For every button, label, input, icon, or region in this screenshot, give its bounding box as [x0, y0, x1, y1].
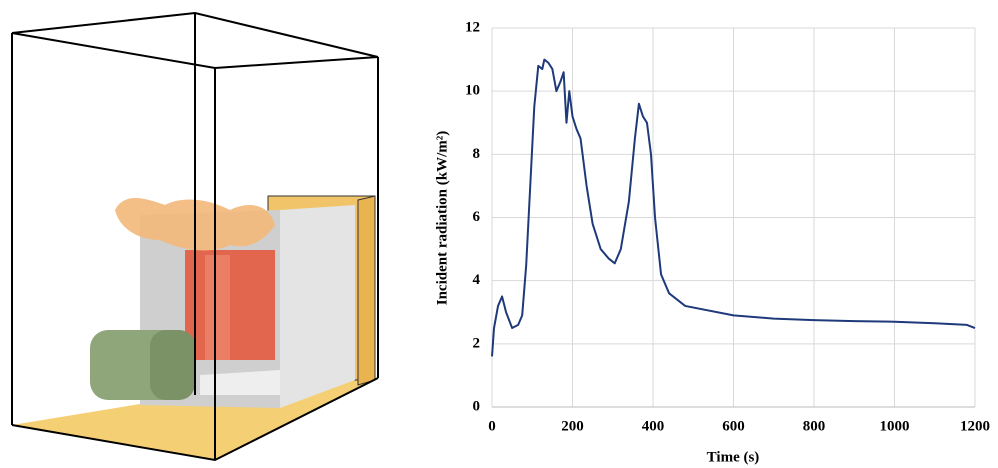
enclosure-floor	[200, 370, 280, 395]
cylinder-end	[150, 330, 195, 400]
enclosure-side	[280, 205, 355, 408]
y-tick-label: 12	[465, 19, 480, 35]
y-tick-label: 8	[473, 146, 481, 162]
x-tick-label: 600	[722, 418, 745, 434]
y-tick-label: 2	[473, 335, 481, 351]
y-tick-label: 6	[473, 209, 481, 225]
panel-side	[357, 195, 376, 386]
scene-illustration	[11, 11, 379, 462]
x-tick-label: 1000	[880, 418, 910, 434]
x-axis-label: Time (s)	[707, 449, 760, 465]
fire	[205, 255, 230, 360]
x-tick-label: 0	[488, 418, 496, 434]
x-tick-label: 1200	[960, 418, 990, 434]
y-tick-label: 10	[465, 83, 480, 99]
domain-box	[11, 11, 379, 462]
y-tick-label: 4	[473, 272, 481, 288]
y-tick-label: 0	[473, 398, 481, 414]
y-axis-label: Incident radiation (kW/m²)	[434, 131, 450, 306]
x-tick-label: 200	[561, 418, 584, 434]
data-line	[491, 58, 976, 357]
x-tick-label: 400	[642, 418, 665, 434]
x-tick-label: 800	[803, 418, 826, 434]
